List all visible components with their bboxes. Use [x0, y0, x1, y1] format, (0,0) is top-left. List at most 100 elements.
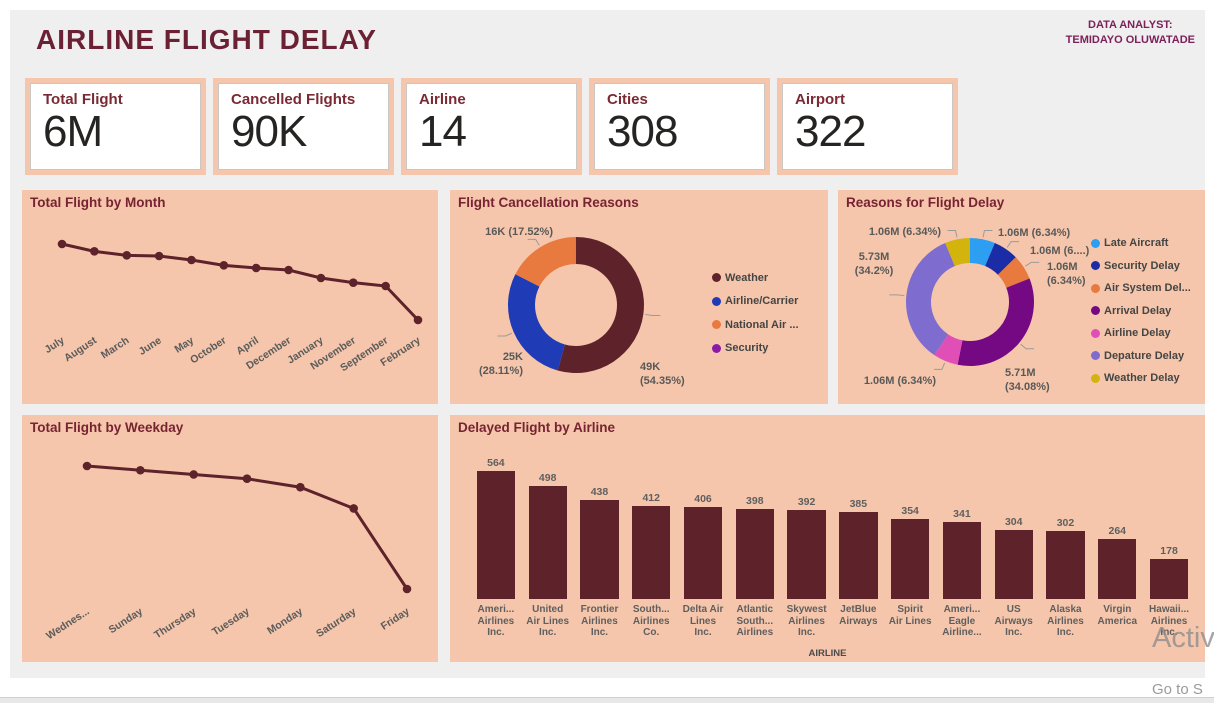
kpi-value: 6M: [43, 107, 103, 156]
bar-united-air-lines-inc-[interactable]: [528, 486, 567, 599]
panel-flight-cancellation-reasons[interactable]: Flight Cancellation Reasons 49K (54.35%) 2…: [450, 190, 828, 404]
bar-category-label: Hawaii... Airlines Inc.: [1149, 604, 1190, 638]
bar-column: 178 Hawaii... Airlines Inc.: [1143, 451, 1195, 652]
bar-column: 341 Ameri... Eagle Airline...: [936, 451, 988, 652]
activate-windows-watermark-line2: Go to S: [1152, 681, 1203, 698]
data-point-august[interactable]: [90, 247, 99, 256]
kpi-card-airline[interactable]: Airline 14: [401, 78, 582, 175]
bar-hawaii-airlines-inc-[interactable]: [1149, 558, 1189, 599]
bar-frontier-airlines-inc-[interactable]: [580, 499, 619, 599]
data-point-january[interactable]: [316, 273, 326, 283]
bar-stack: 302: [1040, 451, 1092, 599]
chart-title: Delayed Flight by Airline: [458, 420, 616, 435]
delay-donut-chart[interactable]: [838, 190, 1205, 404]
donut-callout-national-air-system: 16K (17.52%): [485, 226, 553, 238]
data-point-november[interactable]: [348, 278, 358, 287]
bar-value-label: 302: [1056, 516, 1075, 529]
bar-stack: 392: [781, 451, 833, 599]
bar-x-axis-title: AIRLINE: [808, 648, 847, 659]
bar-ameri-airlines-inc-[interactable]: [476, 471, 516, 599]
legend-item-airline-carrier[interactable]: Airline/Carrier: [712, 290, 799, 314]
data-point-december[interactable]: [284, 265, 293, 275]
kpi-card-cities[interactable]: Cities 308: [589, 78, 770, 175]
legend-item-weather-delay[interactable]: Weather Delay: [1091, 367, 1191, 390]
kpi-card-airport[interactable]: Airport 322: [777, 78, 958, 175]
data-point-wednes[interactable]: [82, 461, 92, 471]
legend-item-security-delay[interactable]: Security Delay: [1091, 255, 1191, 278]
bar-column: 302 Alaska Airlines Inc.: [1040, 451, 1092, 652]
data-point-tuesday[interactable]: [242, 474, 252, 484]
bar-alaska-airlines-inc-[interactable]: [1046, 530, 1085, 599]
bar-skywest-airlines-inc-[interactable]: [787, 510, 826, 599]
legend-item-arrival-delay[interactable]: Arrival Delay: [1091, 300, 1191, 323]
legend-item-late-aircraft[interactable]: Late Aircraft: [1091, 232, 1191, 255]
analyst-name: TEMIDAYO OLUWATADE: [1065, 34, 1195, 46]
bar-value-label: 498: [538, 472, 557, 484]
data-point-march[interactable]: [122, 251, 132, 260]
kpi-card-total-flight[interactable]: Total Flight 6M: [25, 78, 206, 175]
data-point-september[interactable]: [381, 281, 390, 291]
kpi-card-cancelled-flights[interactable]: Cancelled Flights 90K: [213, 78, 394, 175]
data-point-friday[interactable]: [402, 584, 412, 594]
bar-virgin-america[interactable]: [1098, 539, 1137, 599]
data-point-july[interactable]: [57, 239, 67, 249]
panel-reasons-for-flight-delay[interactable]: Reasons for Flight Delay 1.06M (6.34%) 1.…: [838, 190, 1205, 404]
donut-slice-airline-delay[interactable]: [934, 334, 963, 365]
data-point-saturday[interactable]: [349, 504, 358, 513]
cancellation-donut-chart[interactable]: [450, 190, 828, 404]
donut-slice-airline-carrier[interactable]: [507, 274, 565, 371]
bar-stack: 354: [884, 451, 936, 599]
legend-dot-icon: [712, 273, 721, 283]
weekday-line-chart[interactable]: Wednes... Sunday Thursday Tuesday Monday Satu…: [22, 415, 438, 662]
legend-item-depature-delay[interactable]: Depature Delay: [1091, 345, 1191, 368]
donut-slice-security-delay[interactable]: [985, 243, 1016, 275]
data-point-monday[interactable]: [296, 482, 305, 492]
donut-slice-late-aircraft[interactable]: [970, 238, 995, 267]
donut-slice-weather-delay[interactable]: [945, 238, 970, 267]
donut-slice-depature-delay[interactable]: [906, 243, 955, 356]
airline-bar-chart[interactable]: 564 Ameri... Airlines Inc. 498 United Air Line…: [470, 451, 1195, 652]
donut-slice-arrival-delay[interactable]: [957, 278, 1034, 366]
bar-value-label: 412: [642, 491, 660, 504]
callout-connector: [947, 229, 958, 238]
bar-category-label: Ameri... Airlines Inc.: [477, 604, 515, 638]
bar-value-label: 564: [487, 457, 505, 469]
data-point-february[interactable]: [413, 315, 423, 325]
bar-spirit-air-lines[interactable]: [890, 518, 930, 599]
bar-us-airways-inc-[interactable]: [994, 530, 1033, 599]
callout-connector: [1025, 261, 1040, 267]
bar-value-label: 264: [1108, 525, 1127, 538]
data-point-thursday[interactable]: [189, 470, 198, 479]
bar-ameri-eagle-airline-[interactable]: [942, 521, 982, 599]
legend-dot-icon: [712, 343, 721, 353]
bar-jetblue-airways[interactable]: [839, 511, 878, 599]
x-axis-label: June: [137, 334, 164, 357]
x-axis-label: Tuesday: [210, 605, 252, 638]
bar-value-label: 406: [694, 492, 712, 505]
panel-total-flight-by-month[interactable]: Total Flight by Month July August March Jun…: [22, 190, 438, 404]
legend-item-weather[interactable]: Weather: [712, 266, 799, 290]
data-point-may[interactable]: [187, 255, 196, 265]
data-point-october[interactable]: [219, 261, 229, 270]
bar-atlantic-south-airlines[interactable]: [735, 508, 774, 599]
bar-column: 304 US Airways Inc.: [988, 451, 1040, 652]
legend-item-security[interactable]: Security: [712, 337, 799, 361]
donut-slice-national-air-system[interactable]: [515, 237, 576, 287]
legend-item-air-system-delay[interactable]: Air System Del...: [1091, 277, 1191, 300]
bar-stack: 406: [677, 451, 729, 599]
bar-delta-air-lines-inc-[interactable]: [683, 506, 723, 599]
data-point-april[interactable]: [251, 263, 261, 273]
bar-category-label: United Air Lines Inc.: [526, 604, 570, 638]
legend-item-national-air-system[interactable]: National Air ...: [712, 313, 799, 337]
callout-connector: [982, 229, 993, 238]
bar-south-airlines-co-[interactable]: [632, 505, 671, 599]
data-point-sunday[interactable]: [136, 465, 145, 475]
legend-item-airline-delay[interactable]: Airline Delay: [1091, 322, 1191, 345]
panel-total-flight-by-weekday[interactable]: Total Flight by Weekday Wednes... Sunday T…: [22, 415, 438, 662]
data-point-june[interactable]: [154, 251, 164, 261]
donut-slice-air-system-delay[interactable]: [997, 257, 1030, 288]
donut-slice-weather[interactable]: [557, 237, 644, 373]
panel-delayed-flight-by-airline[interactable]: Delayed Flight by Airline 564 Ameri... Air…: [450, 415, 1205, 662]
